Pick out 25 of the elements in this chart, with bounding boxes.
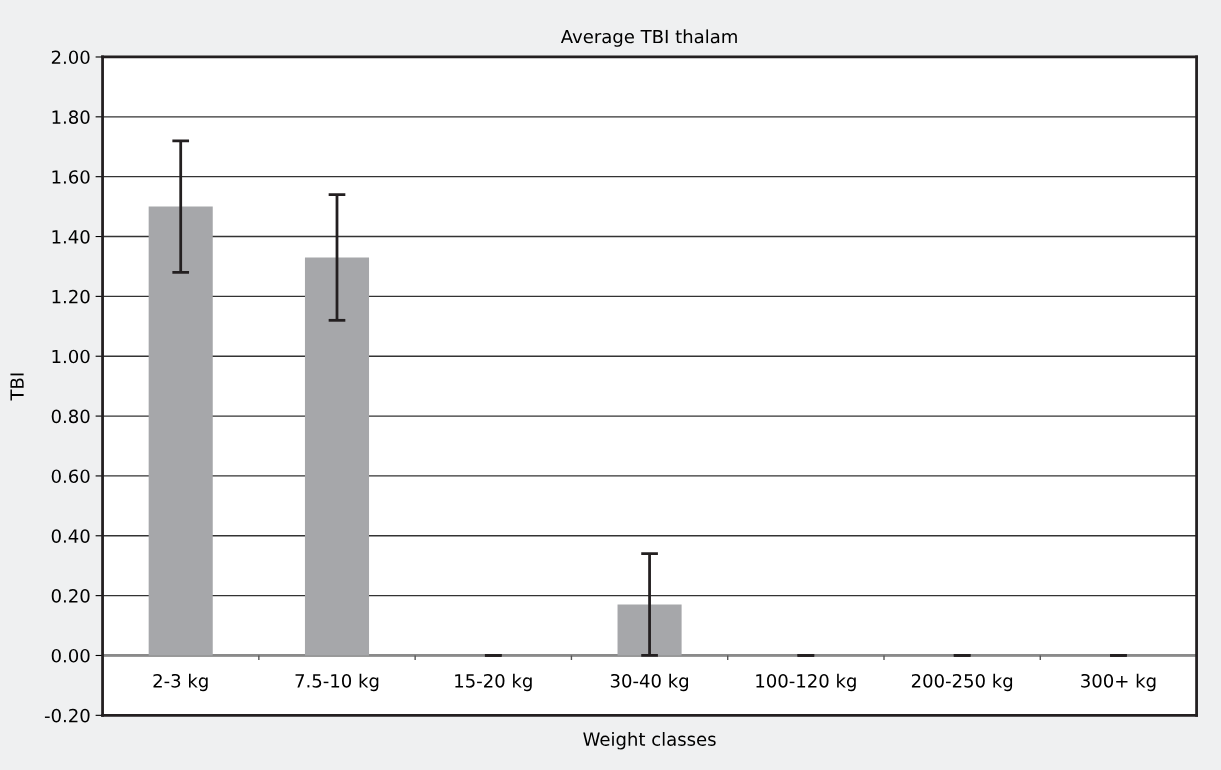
bar (617, 604, 682, 656)
chart-title: Average TBI thalam (560, 29, 737, 47)
x-tick-label: 30-40 kg (610, 673, 688, 692)
y-tick-label: 0.80 (51, 409, 90, 424)
y-tick-label: 0.40 (51, 529, 90, 543)
x-axis-title: Weight classes (583, 732, 716, 750)
x-tick-label: 7.5-10 kg (295, 673, 379, 692)
bar (304, 257, 370, 656)
y-axis-title: TBI (10, 373, 24, 401)
x-tick-label: 15-20 kg (455, 673, 532, 692)
x-tick-label: 2-3 kg (153, 673, 208, 692)
y-tick-label: -0.20 (44, 708, 90, 723)
x-tick-label: 300+ kg (1081, 673, 1156, 692)
y-tick-label: 0.20 (51, 589, 90, 603)
y-tick-label: 1.60 (52, 170, 90, 184)
bar (148, 206, 213, 656)
y-tick-label: 1.40 (52, 229, 90, 244)
y-tick-label: 1.20 (52, 289, 90, 304)
x-tick-label: 100-120 kg (756, 673, 856, 692)
y-tick-label: 0.60 (51, 469, 90, 484)
y-tick-label: 1.80 (52, 110, 90, 124)
x-tick-label: 200-250 kg (911, 673, 1013, 692)
y-tick-label: 1.00 (52, 349, 90, 364)
y-tick-label: 0.00 (51, 648, 90, 663)
y-tick-label: 2.00 (51, 50, 90, 65)
